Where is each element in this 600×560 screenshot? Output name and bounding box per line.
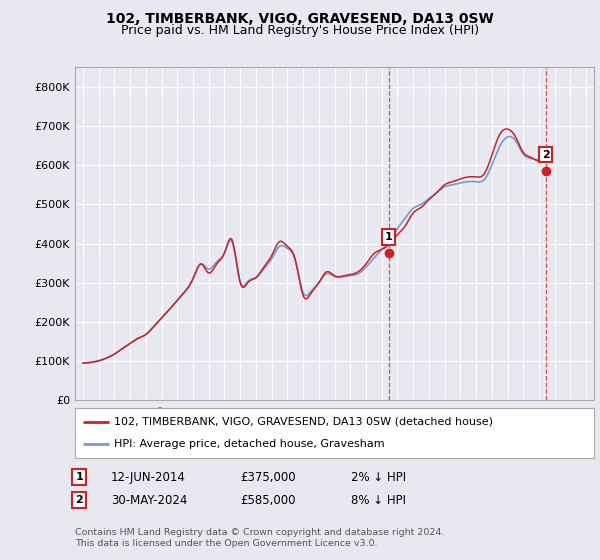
Text: 1: 1 — [76, 472, 83, 482]
Text: 2: 2 — [76, 495, 83, 505]
Text: HPI: Average price, detached house, Gravesham: HPI: Average price, detached house, Grav… — [114, 439, 385, 449]
Text: 30-MAY-2024: 30-MAY-2024 — [111, 493, 187, 507]
Text: 8% ↓ HPI: 8% ↓ HPI — [351, 493, 406, 507]
Text: £375,000: £375,000 — [240, 470, 296, 484]
Text: £585,000: £585,000 — [240, 493, 296, 507]
Text: 2: 2 — [542, 150, 550, 160]
Text: Price paid vs. HM Land Registry's House Price Index (HPI): Price paid vs. HM Land Registry's House … — [121, 24, 479, 37]
Text: 102, TIMBERBANK, VIGO, GRAVESEND, DA13 0SW (detached house): 102, TIMBERBANK, VIGO, GRAVESEND, DA13 0… — [114, 417, 493, 427]
Text: 1: 1 — [385, 232, 392, 242]
Text: 12-JUN-2014: 12-JUN-2014 — [111, 470, 186, 484]
Text: 2% ↓ HPI: 2% ↓ HPI — [351, 470, 406, 484]
Text: Contains HM Land Registry data © Crown copyright and database right 2024.
This d: Contains HM Land Registry data © Crown c… — [75, 528, 445, 548]
Text: 102, TIMBERBANK, VIGO, GRAVESEND, DA13 0SW: 102, TIMBERBANK, VIGO, GRAVESEND, DA13 0… — [106, 12, 494, 26]
